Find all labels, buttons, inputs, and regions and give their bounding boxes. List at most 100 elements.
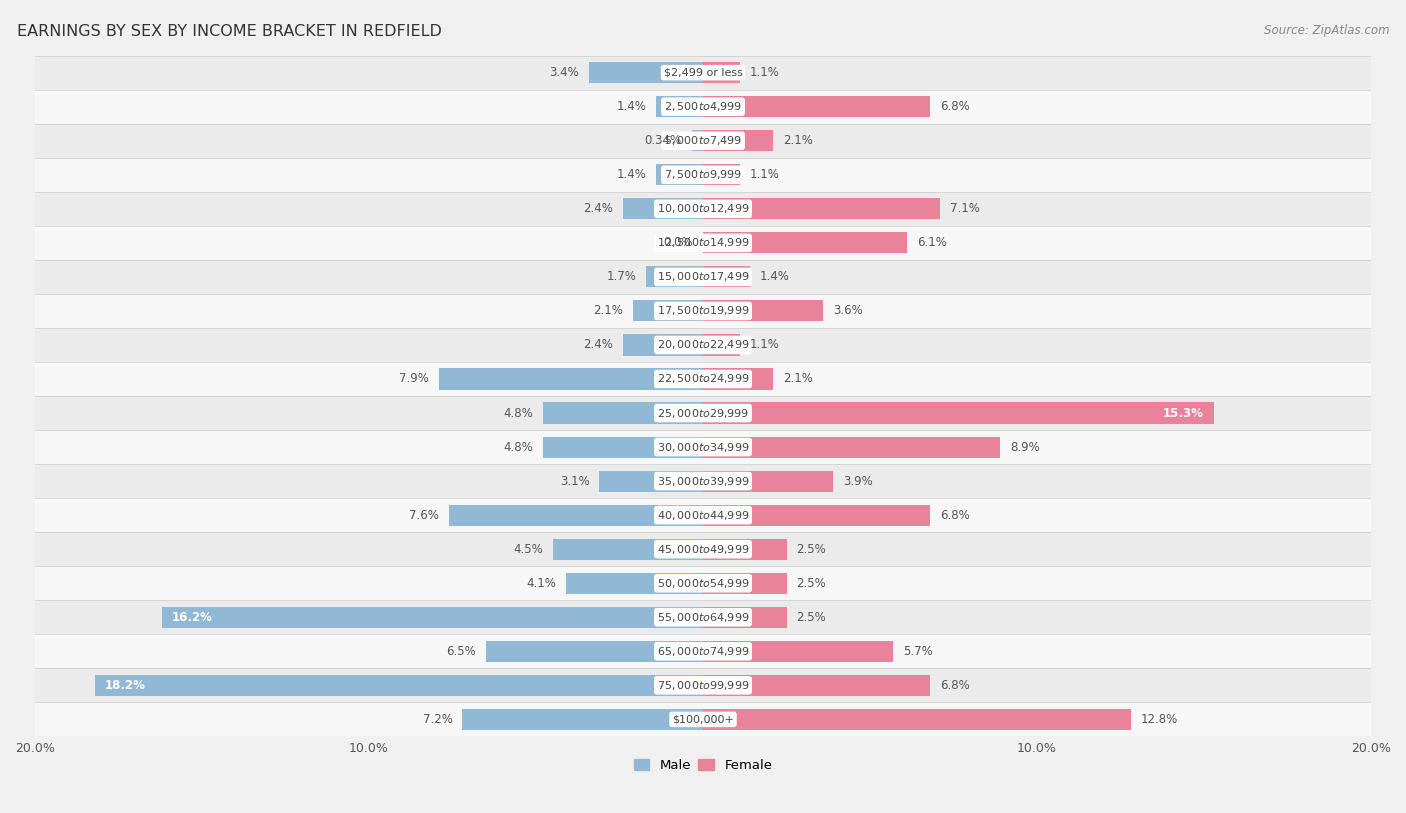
Bar xyxy=(35,362,1371,396)
Text: 7.1%: 7.1% xyxy=(950,202,980,215)
Bar xyxy=(703,233,907,254)
Text: 3.6%: 3.6% xyxy=(834,304,863,317)
Text: $55,000 to $64,999: $55,000 to $64,999 xyxy=(657,611,749,624)
Text: 12.8%: 12.8% xyxy=(1140,713,1178,726)
Bar xyxy=(703,334,740,355)
Bar xyxy=(703,198,941,220)
Text: 1.1%: 1.1% xyxy=(749,338,780,351)
Bar xyxy=(35,55,1371,89)
Bar xyxy=(703,402,1213,424)
Text: $65,000 to $74,999: $65,000 to $74,999 xyxy=(657,645,749,658)
Bar xyxy=(543,437,703,458)
Text: 6.1%: 6.1% xyxy=(917,237,946,250)
Text: 0.34%: 0.34% xyxy=(644,134,682,147)
Bar xyxy=(35,634,1371,668)
Text: 6.8%: 6.8% xyxy=(941,100,970,113)
Text: EARNINGS BY SEX BY INCOME BRACKET IN REDFIELD: EARNINGS BY SEX BY INCOME BRACKET IN RED… xyxy=(17,24,441,39)
Bar xyxy=(703,572,786,593)
Text: $15,000 to $17,499: $15,000 to $17,499 xyxy=(657,271,749,284)
Bar xyxy=(35,464,1371,498)
Bar xyxy=(623,334,703,355)
Text: 16.2%: 16.2% xyxy=(172,611,212,624)
Text: 4.1%: 4.1% xyxy=(526,576,555,589)
Text: $75,000 to $99,999: $75,000 to $99,999 xyxy=(657,679,749,692)
Bar xyxy=(35,89,1371,124)
Text: $35,000 to $39,999: $35,000 to $39,999 xyxy=(657,475,749,488)
Bar xyxy=(463,709,703,730)
Bar xyxy=(703,130,773,151)
Text: 1.1%: 1.1% xyxy=(749,168,780,181)
Text: 0.0%: 0.0% xyxy=(664,237,693,250)
Bar xyxy=(703,96,931,117)
Bar xyxy=(703,471,834,492)
Bar xyxy=(623,198,703,220)
Text: $45,000 to $49,999: $45,000 to $49,999 xyxy=(657,543,749,555)
Bar xyxy=(589,62,703,83)
Bar xyxy=(703,675,931,696)
Bar xyxy=(449,505,703,526)
Bar xyxy=(35,124,1371,158)
Text: 15.3%: 15.3% xyxy=(1163,406,1204,420)
Bar xyxy=(703,368,773,389)
Bar xyxy=(35,396,1371,430)
Bar xyxy=(35,192,1371,226)
Text: Source: ZipAtlas.com: Source: ZipAtlas.com xyxy=(1264,24,1389,37)
Bar xyxy=(633,300,703,321)
Bar xyxy=(703,641,893,662)
Text: $25,000 to $29,999: $25,000 to $29,999 xyxy=(657,406,749,420)
Text: $2,500 to $4,999: $2,500 to $4,999 xyxy=(664,100,742,113)
Text: $20,000 to $22,499: $20,000 to $22,499 xyxy=(657,338,749,351)
Bar xyxy=(703,267,749,288)
Text: 3.1%: 3.1% xyxy=(560,475,589,488)
Bar xyxy=(657,96,703,117)
Bar xyxy=(703,300,824,321)
Legend: Male, Female: Male, Female xyxy=(628,754,778,777)
Text: $7,500 to $9,999: $7,500 to $9,999 xyxy=(664,168,742,181)
Bar xyxy=(703,62,740,83)
Text: $40,000 to $44,999: $40,000 to $44,999 xyxy=(657,509,749,522)
Text: 2.1%: 2.1% xyxy=(593,304,623,317)
Bar xyxy=(703,606,786,628)
Bar xyxy=(703,164,740,185)
Text: 4.5%: 4.5% xyxy=(513,543,543,555)
Text: 6.8%: 6.8% xyxy=(941,679,970,692)
Text: 2.1%: 2.1% xyxy=(783,134,813,147)
Text: $5,000 to $7,499: $5,000 to $7,499 xyxy=(664,134,742,147)
Text: 18.2%: 18.2% xyxy=(105,679,146,692)
Text: 2.5%: 2.5% xyxy=(797,543,827,555)
Bar xyxy=(553,539,703,559)
Text: 7.2%: 7.2% xyxy=(423,713,453,726)
Bar xyxy=(35,498,1371,533)
Bar xyxy=(35,226,1371,260)
Text: 6.8%: 6.8% xyxy=(941,509,970,522)
Bar xyxy=(703,539,786,559)
Text: $2,499 or less: $2,499 or less xyxy=(664,67,742,78)
Bar xyxy=(567,572,703,593)
Bar xyxy=(35,328,1371,362)
Text: $22,500 to $24,999: $22,500 to $24,999 xyxy=(657,372,749,385)
Bar xyxy=(35,702,1371,737)
Text: $17,500 to $19,999: $17,500 to $19,999 xyxy=(657,304,749,317)
Text: 1.7%: 1.7% xyxy=(606,271,636,284)
Text: 1.4%: 1.4% xyxy=(616,100,647,113)
Bar xyxy=(439,368,703,389)
Bar xyxy=(703,505,931,526)
Bar xyxy=(647,267,703,288)
Bar xyxy=(703,709,1130,730)
Text: $30,000 to $34,999: $30,000 to $34,999 xyxy=(657,441,749,454)
Bar xyxy=(543,402,703,424)
Text: 8.9%: 8.9% xyxy=(1011,441,1040,454)
Text: 2.4%: 2.4% xyxy=(583,338,613,351)
Bar xyxy=(657,164,703,185)
Text: 6.5%: 6.5% xyxy=(446,645,475,658)
Bar xyxy=(35,294,1371,328)
Text: 1.4%: 1.4% xyxy=(759,271,790,284)
Bar xyxy=(35,260,1371,294)
Text: 4.8%: 4.8% xyxy=(503,441,533,454)
Text: 1.1%: 1.1% xyxy=(749,66,780,79)
Text: $50,000 to $54,999: $50,000 to $54,999 xyxy=(657,576,749,589)
Text: 5.7%: 5.7% xyxy=(904,645,934,658)
Bar xyxy=(35,430,1371,464)
Text: 3.4%: 3.4% xyxy=(550,66,579,79)
Bar xyxy=(35,533,1371,566)
